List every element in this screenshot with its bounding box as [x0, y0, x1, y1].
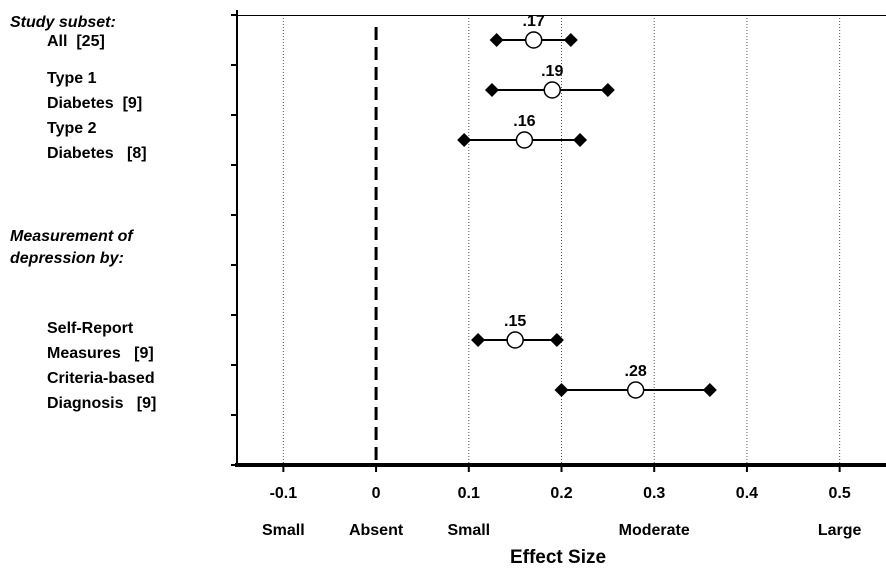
- row-label-3-line-0: Self-Report: [47, 320, 134, 337]
- row-label-4-line-1: Diagnosis [9]: [47, 395, 156, 412]
- section-header-1-line-1: depression by:: [10, 250, 124, 267]
- row-labels: Study subset: Measurement of depression by…: [10, 14, 156, 412]
- row-label-1-line-0: Type 1: [47, 70, 97, 87]
- ci-end-3-lower: [471, 333, 486, 347]
- section-header-0-line-0: Study subset:: [10, 14, 116, 31]
- y-axis: [231, 10, 238, 466]
- ci-end-2-upper: [573, 133, 588, 147]
- estimate-marks: .17 .19 .16 .15 .28: [457, 13, 717, 399]
- section-header-1-line-0: Measurement of: [10, 228, 134, 245]
- x-tick-label-1: 0: [372, 485, 381, 502]
- x-tick-label-0: -0.1: [270, 485, 298, 502]
- estimate-point-3: [506, 331, 524, 349]
- estimate-label-4: .28: [625, 363, 647, 380]
- ci-end-1-upper: [600, 83, 615, 97]
- ci-end-0-upper: [563, 33, 578, 47]
- row-label-2-line-0: Type 2: [47, 120, 97, 137]
- row-label-3-line-1: Measures [9]: [47, 345, 154, 362]
- x-tick-label-4: 0.3: [643, 485, 665, 502]
- magnitude-label-1: Absent: [349, 522, 404, 539]
- magnitude-label-4: Large: [818, 522, 862, 539]
- ci-end-0-lower: [489, 33, 504, 47]
- gridlines: [282, 15, 841, 465]
- x-tick-label-2: 0.1: [458, 485, 480, 502]
- row-label-4-line-0: Criteria-based: [47, 370, 155, 387]
- x-tick-label-6: 0.5: [829, 485, 851, 502]
- estimate-point-1: [543, 81, 561, 99]
- estimate-label-2: .16: [513, 113, 535, 130]
- magnitude-label-0: Small: [262, 522, 305, 539]
- magnitude-label-3: Moderate: [619, 522, 690, 539]
- estimate-label-0: .17: [523, 13, 545, 30]
- x-tick-label-5: 0.4: [736, 485, 758, 502]
- magnitude-label-2: Small: [447, 522, 490, 539]
- ci-end-4-upper: [702, 383, 717, 397]
- x-axis: -0.1 0 0.1 0.2 0.3 0.4 0.5 Small Absent Small Mode…: [235, 463, 886, 539]
- ci-end-2-lower: [457, 133, 472, 147]
- x-tick-label-3: 0.2: [550, 485, 572, 502]
- estimate-label-3: .15: [504, 313, 526, 330]
- estimate-label-1: .19: [541, 63, 563, 80]
- estimate-point-0: [524, 31, 543, 49]
- row-label-1-line-1: Diabetes [9]: [47, 95, 142, 112]
- row-label-0-line-0: All [25]: [47, 33, 105, 50]
- estimate-point-2: [515, 131, 534, 149]
- row-label-2-line-1: Diabetes [8]: [47, 145, 147, 162]
- ci-end-4-lower: [554, 383, 569, 397]
- x-axis-title: Effect Size: [510, 547, 606, 568]
- ci-end-3-upper: [549, 333, 564, 347]
- ci-end-1-lower: [484, 83, 499, 97]
- estimate-point-4: [626, 381, 645, 399]
